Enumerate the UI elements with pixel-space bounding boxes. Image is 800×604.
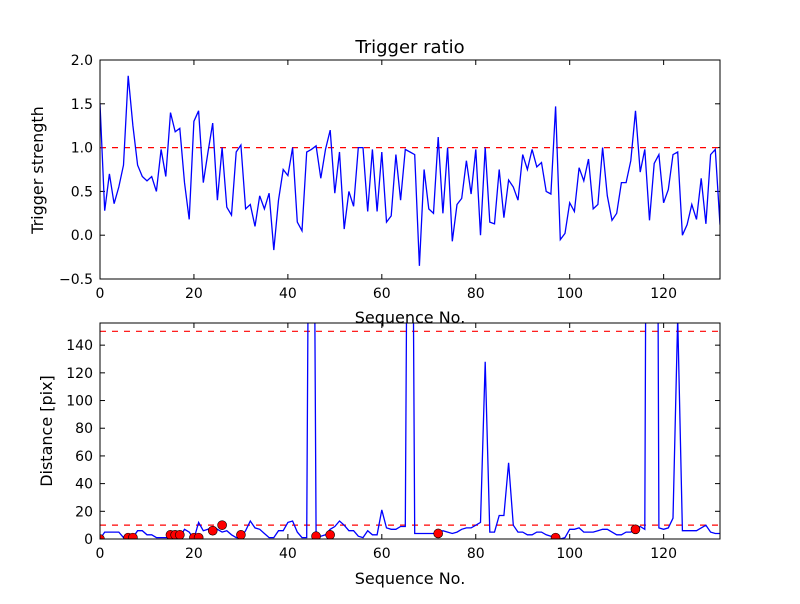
y-tick-label: 20	[75, 504, 93, 520]
x-tick-label: 40	[279, 286, 297, 302]
marker-point	[128, 532, 138, 539]
marker-point	[550, 532, 561, 539]
y-tick-label: 100	[66, 394, 93, 410]
y-tick-label: 0.0	[71, 228, 93, 244]
x-tick-label: 20	[185, 286, 203, 302]
x-tick-label: 120	[650, 286, 677, 302]
x-tick-label: 0	[96, 546, 105, 562]
x-tick-label: 120	[650, 546, 677, 562]
y-tick-label: 0.5	[71, 184, 93, 200]
marker-point	[175, 530, 185, 539]
y-tick-label: 60	[75, 449, 93, 465]
series-line	[100, 75, 720, 266]
y-tick-label: 2.0	[71, 53, 93, 69]
y-tick-label: 40	[75, 477, 93, 493]
bottom-x-axis-label: Sequence No.	[355, 569, 466, 588]
x-tick-label: 80	[467, 546, 485, 562]
x-tick-label: 60	[373, 546, 391, 562]
x-tick-label: 60	[373, 286, 391, 302]
bottom-axes-frame	[99, 322, 721, 540]
y-tick-label: 80	[75, 421, 93, 437]
x-tick-label: 100	[556, 546, 583, 562]
y-tick-label: −0.5	[59, 272, 93, 288]
y-tick-label: 120	[66, 366, 93, 382]
marker-point	[100, 534, 105, 539]
bottom-y-axis-label: Distance [pix]	[37, 375, 56, 487]
bottom-axis-ticks: 0 20 40 60 80 100 120 0 20 40 60 80 100 120 140	[66, 323, 720, 562]
y-tick-label: 0	[84, 532, 93, 548]
marker-point	[207, 525, 218, 536]
top-axes-frame	[99, 59, 721, 280]
bottom-plot-area	[100, 323, 720, 539]
x-tick-label: 20	[185, 546, 203, 562]
top-axis-ticks: 0 20 40 60 80 100 120 −0.5 0.0 0.5 1.0 1.5 2.0	[59, 53, 720, 302]
top-y-axis-label: Trigger strength	[28, 106, 47, 235]
x-tick-label: 80	[467, 286, 485, 302]
x-tick-label: 0	[96, 286, 105, 302]
marker-point	[193, 532, 204, 539]
y-tick-label: 1.0	[71, 141, 93, 157]
x-tick-label: 100	[556, 286, 583, 302]
chart-title: Trigger ratio	[354, 37, 464, 58]
top-x-axis-label: Sequence No.	[355, 308, 466, 327]
marker-point	[630, 524, 641, 535]
y-tick-label: 1.5	[71, 97, 93, 113]
y-tick-label: 140	[66, 338, 93, 354]
top-plot-area	[100, 75, 720, 266]
marker-point	[217, 520, 227, 530]
marker-point	[311, 531, 321, 539]
marker-point	[433, 528, 443, 539]
marker-point	[325, 530, 335, 539]
series-line	[100, 323, 720, 539]
marker-point	[236, 530, 246, 539]
x-tick-label: 40	[279, 546, 297, 562]
